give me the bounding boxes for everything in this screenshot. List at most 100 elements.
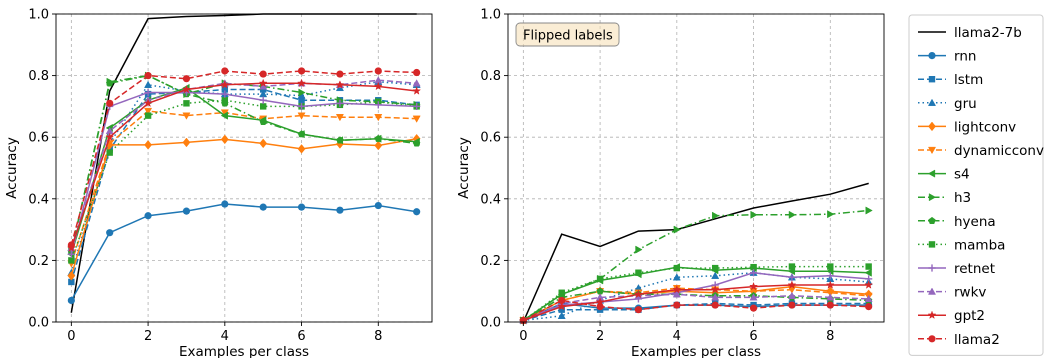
series-mamba [520, 263, 872, 324]
data-point-lightconv-8 [374, 140, 383, 151]
data-point-hyena-5 [259, 117, 267, 125]
data-point-rwkv-6 [749, 293, 758, 301]
legend-item-rnn: rnn [918, 49, 976, 65]
legend-label: s4 [954, 167, 970, 183]
y-tick-label: 0.4 [480, 192, 501, 207]
series-line-lightconv [70, 137, 417, 277]
y-tick-label: 0.6 [480, 131, 501, 146]
legend-marker [927, 98, 937, 106]
data-point-dynamicconv-8 [826, 289, 835, 297]
legend-item-retnet: retnet [918, 261, 995, 277]
data-point-s4-4 [220, 111, 228, 120]
data-point-llama2-6 [297, 67, 306, 75]
data-point-llama2-4 [221, 67, 229, 75]
annotation-box: Flipped labels [515, 22, 620, 47]
series-gru [67, 77, 421, 276]
series-line-gpt2 [523, 284, 869, 322]
x-tick-label: 0 [67, 329, 75, 344]
legend-item-llama2: llama2 [918, 332, 1000, 348]
data-point-gpt2-2 [143, 98, 153, 108]
data-point-s4-9 [864, 268, 872, 277]
data-point-hyena-1 [105, 79, 114, 87]
series-line-lstm [70, 88, 417, 283]
legend-item-llama2-7b: llama2-7b [918, 25, 1022, 41]
y-tick-label: 0.8 [28, 69, 49, 84]
data-point-gpt2-3 [633, 289, 643, 299]
x-tick-label: 6 [749, 329, 757, 344]
data-point-llama2-6 [749, 304, 758, 312]
y-tick-label: 1.0 [28, 8, 49, 23]
data-point-gru-5 [711, 271, 720, 279]
legend-label: llama2-7b [954, 25, 1022, 41]
y-tick-label: 0.2 [480, 254, 501, 269]
series-dynamicconv [67, 107, 421, 268]
legend-label: gpt2 [954, 308, 985, 324]
legend-item-hyena: hyena [918, 214, 996, 230]
series-line-llama2 [522, 299, 869, 322]
data-point-rwkv-9 [412, 79, 421, 87]
series-line-gru [523, 271, 869, 322]
data-point-hyena-9 [412, 139, 421, 147]
series-line-mamba [522, 265, 869, 322]
data-point-mamba-4 [221, 97, 229, 104]
data-point-lightconv-6 [297, 144, 306, 154]
legend-label: dynamicconv [954, 143, 1044, 159]
data-point-h3-6 [298, 88, 306, 97]
data-point-llama2-4 [673, 301, 681, 309]
series-rwkv [519, 290, 873, 324]
data-point-mamba-8 [827, 263, 834, 270]
grid-left [56, 13, 432, 323]
series-line-mamba [70, 99, 417, 261]
x-tick-label: 2 [596, 329, 604, 344]
data-point-mamba-3 [635, 269, 642, 276]
data-point-rwkv-5 [711, 293, 720, 301]
legend-marker [928, 76, 936, 83]
legend: llama2-7b rnn lstm gru lightconv dynamicconv s… [908, 14, 1044, 356]
data-point-rnn-2 [144, 212, 152, 220]
data-point-rwkv-8 [826, 293, 835, 301]
legend-item-h3: h3 [918, 190, 971, 206]
data-point-lstm-1 [558, 306, 565, 313]
data-point-lstm-4 [221, 86, 229, 93]
data-point-rwkv-4 [672, 290, 681, 298]
x-tick-label: 2 [144, 329, 152, 344]
data-point-gpt2-4 [672, 284, 682, 294]
data-point-gru-1 [557, 311, 566, 319]
series-line-llama2 [70, 70, 417, 246]
series-llama2 [67, 67, 421, 249]
legend-frame [908, 14, 1044, 356]
x-tick-label: 8 [374, 329, 382, 344]
data-point-gpt2-8 [825, 280, 835, 289]
data-point-mamba-4 [673, 264, 681, 272]
data-point-gpt2-7 [335, 80, 345, 89]
series-line-llama2-7b [70, 13, 417, 313]
series-s4 [67, 83, 420, 259]
data-point-dynamicconv-2 [144, 107, 153, 116]
data-point-rwkv-9 [864, 294, 873, 303]
series-llama2-7b [70, 13, 417, 313]
data-point-gpt2-1 [557, 301, 567, 311]
legend-marker [928, 216, 936, 224]
data-point-h3-8 [827, 210, 835, 219]
legend-label: lightconv [954, 119, 1016, 135]
data-point-mamba-9 [865, 263, 872, 270]
data-point-llama2-2 [596, 303, 604, 311]
data-point-gpt2-9 [412, 86, 422, 95]
legend-item-gru: gru [918, 96, 977, 112]
series-line-gpt2 [70, 82, 417, 249]
data-point-retnet-7 [336, 99, 344, 107]
legend-marker [927, 287, 937, 295]
series-line-s4 [70, 87, 417, 255]
data-point-retnet-5 [259, 96, 267, 104]
y-tick-label: 0.2 [28, 254, 49, 269]
data-point-llama2-9 [413, 68, 421, 77]
legend-label: rwkv [954, 285, 986, 301]
data-point-hyena-8 [374, 134, 383, 142]
data-point-retnet-2 [144, 88, 152, 97]
legend-label: h3 [954, 190, 971, 206]
data-point-lstm-0 [68, 278, 75, 286]
y-tick-label: 1.0 [480, 8, 501, 23]
series-line-s4 [522, 266, 869, 322]
data-point-rwkv-7 [787, 291, 796, 299]
data-point-retnet-9 [413, 102, 421, 110]
